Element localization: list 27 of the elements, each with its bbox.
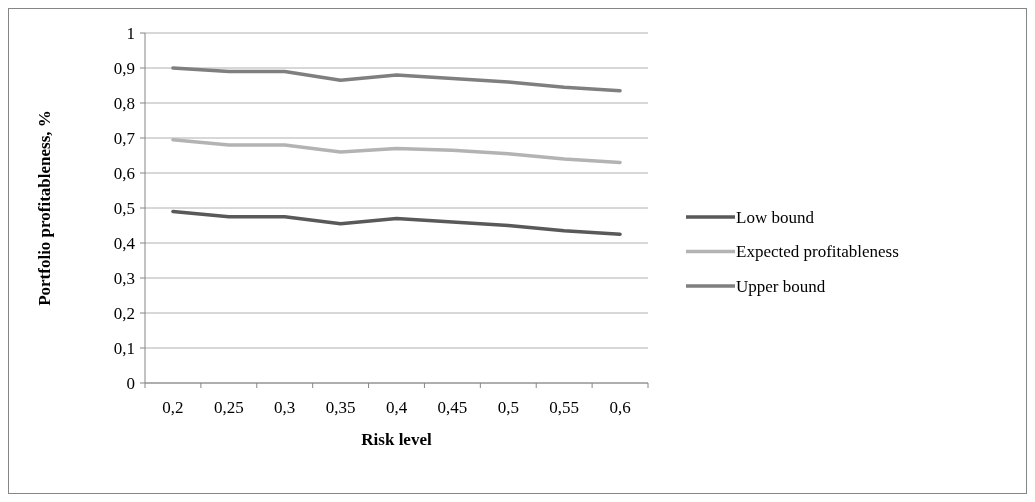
legend-label: Upper bound: [736, 276, 826, 296]
x-tick-label: 0,35: [325, 398, 356, 417]
y-tick-label: 0,8: [113, 93, 135, 113]
y-tick-label: 0: [126, 373, 135, 393]
y-tick-label: 0,1: [113, 338, 135, 358]
line-series: [171, 66, 622, 93]
y-tick-label: 0,6: [113, 163, 135, 183]
x-tick-label: 0,6: [609, 398, 631, 417]
y-tick-label: 0,9: [113, 58, 135, 78]
x-tick-label: 0,3: [274, 398, 296, 417]
x-tick-label: 0,55: [549, 398, 580, 417]
y-tick-label: 1: [126, 23, 135, 43]
x-tick-label: 0,25: [213, 398, 244, 417]
x-tick-label: 0,4: [385, 398, 408, 417]
x-tick-label: 0,45: [437, 398, 468, 417]
legend-label: Expected profitableness: [736, 242, 899, 262]
y-axis-title: Portfolio profitableness, %: [35, 110, 54, 306]
x-tick-label: 0,2: [162, 398, 184, 417]
legend-label: Low bound: [736, 207, 815, 227]
y-tick-label: 0,4: [113, 233, 136, 253]
y-tick-label: 0,2: [113, 303, 135, 323]
y-tick-label: 0,7: [113, 128, 136, 148]
y-tick-label: 0,5: [113, 198, 135, 218]
x-tick-label: 0,5: [497, 398, 519, 417]
x-axis-title: Risk level: [361, 430, 432, 449]
line-series: [171, 209, 622, 236]
y-tick-label: 0,3: [113, 268, 135, 288]
